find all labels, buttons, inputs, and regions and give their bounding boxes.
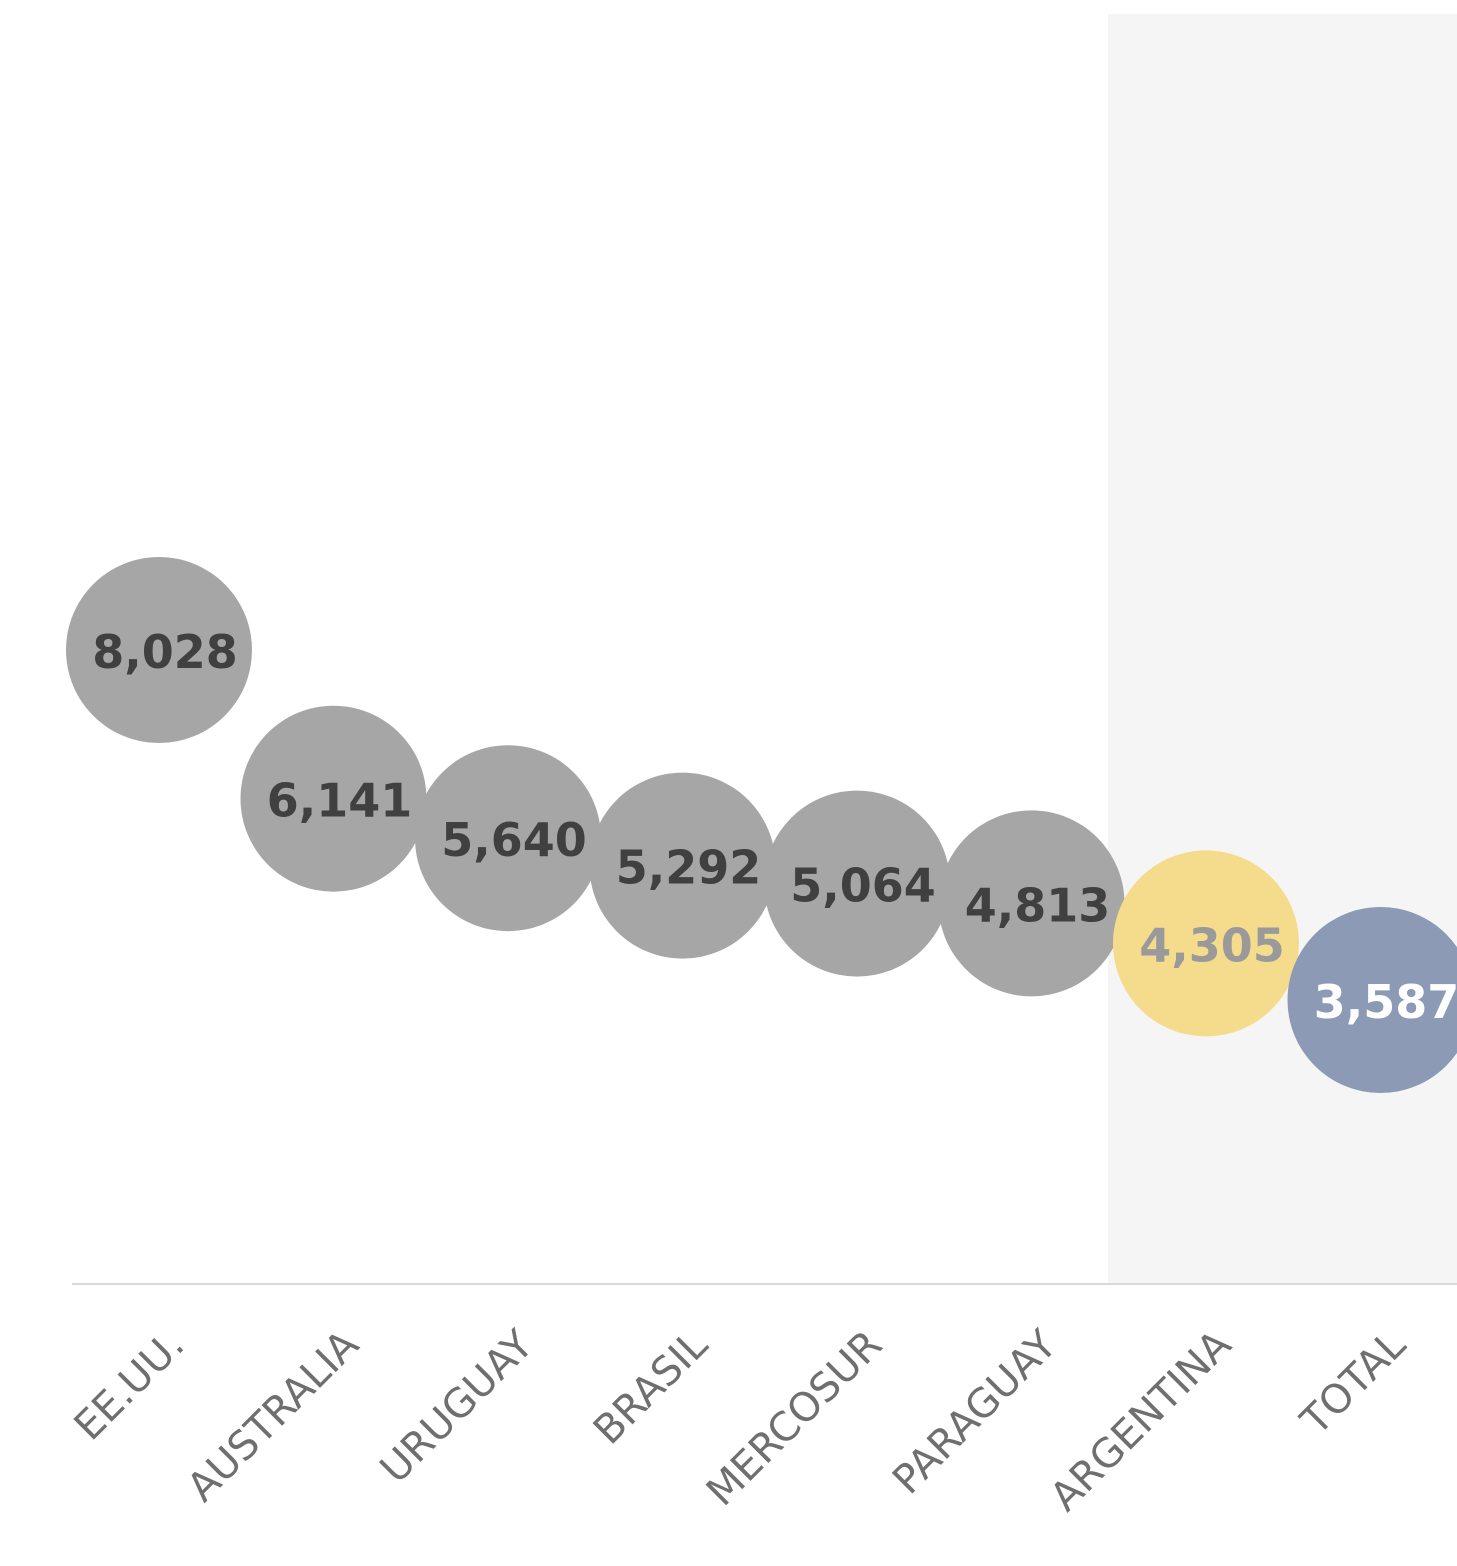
x-tick-label-brasil: BRASIL: [585, 1321, 717, 1453]
data-label-ee-uu: 8,028: [92, 625, 238, 679]
highlight-band: [1108, 14, 1457, 1284]
data-label-australia: 6,141: [267, 774, 413, 828]
x-tick-label-australia: AUSTRALIA: [179, 1321, 369, 1511]
bubble-total: [1287, 907, 1457, 1093]
x-tick-label-paraguay: PARAGUAY: [884, 1321, 1066, 1503]
bubble-ee-uu: [66, 557, 252, 743]
bubble-mercosur: [764, 790, 950, 977]
bubble-uruguay: [415, 745, 601, 932]
data-label-brasil: 5,292: [616, 841, 762, 895]
bubble-paraguay: [938, 810, 1125, 997]
x-tick-label-uruguay: URUGUAY: [372, 1321, 543, 1492]
x-tick-label-argentina: ARGENTINA: [1042, 1321, 1241, 1520]
x-tick-label-mercosur: MERCOSUR: [698, 1322, 891, 1515]
data-label-total: 3,587: [1314, 975, 1457, 1029]
x-tick-label-ee-uu: EE.UU.: [66, 1322, 194, 1450]
x-tick-label-total: TOTAL: [1292, 1321, 1415, 1444]
bubble-argentina: [1113, 850, 1299, 1037]
bubble-brasil: [589, 772, 776, 959]
data-label-uruguay: 5,640: [441, 813, 587, 867]
bubble-australia: [240, 705, 427, 892]
data-label-mercosur: 5,064: [790, 859, 936, 913]
data-label-argentina: 4,305: [1139, 918, 1285, 972]
data-label-paraguay: 4,813: [965, 878, 1111, 932]
